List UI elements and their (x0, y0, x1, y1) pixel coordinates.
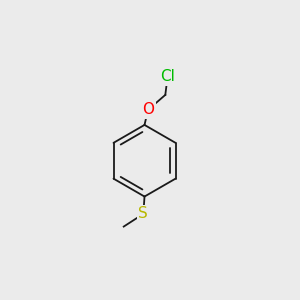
Text: Cl: Cl (160, 69, 175, 84)
Text: O: O (142, 102, 154, 117)
Text: S: S (139, 206, 148, 221)
